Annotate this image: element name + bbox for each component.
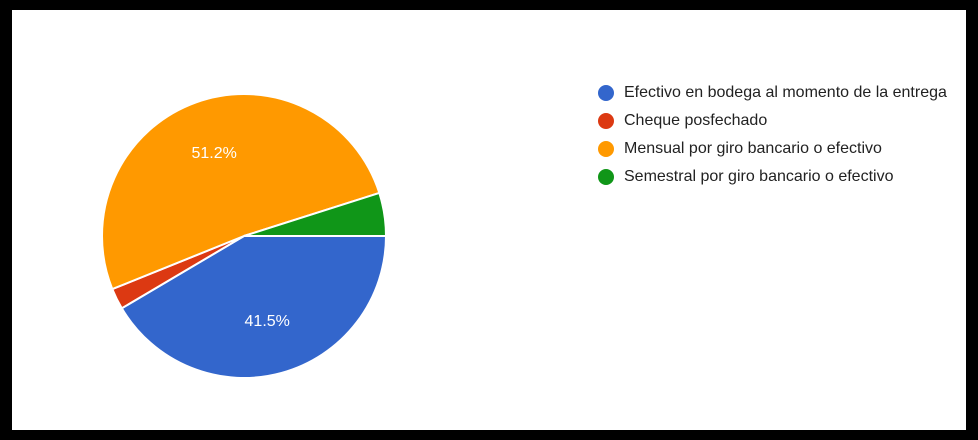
legend-label-mensual: Mensual por giro bancario o efectivo — [624, 140, 882, 157]
pie-slices — [101, 93, 388, 379]
pie-labels: 41.5% 51.2% — [191, 145, 289, 330]
legend-item-efectivo: Efectivo en bodega al momento de la entr… — [598, 82, 958, 104]
legend-item-mensual: Mensual por giro bancario o efectivo — [598, 138, 958, 160]
chart-panel: 41.5% 51.2% Efectivo en bodega al momento… — [12, 10, 966, 430]
pie-chart: 41.5% 51.2% — [101, 93, 388, 379]
pie-slice-mensual — [101, 93, 381, 291]
pie-data-label-efectivo: 41.5% — [245, 313, 290, 330]
pie-slice-efectivo — [120, 235, 388, 379]
chart-legend: Efectivo en bodega al momento de la entr… — [598, 82, 958, 194]
legend-swatch-cheque — [598, 113, 614, 129]
legend-label-semestral: Semestral por giro bancario o efectivo — [624, 168, 894, 185]
pie-data-label-mensual: 51.2% — [191, 145, 236, 162]
legend-swatch-efectivo — [598, 85, 614, 101]
legend-swatch-semestral — [598, 169, 614, 185]
legend-label-efectivo: Efectivo en bodega al momento de la entr… — [624, 84, 947, 101]
legend-swatch-mensual — [598, 141, 614, 157]
pie-slice-semestral — [243, 191, 388, 237]
legend-label-cheque: Cheque posfechado — [624, 112, 768, 129]
legend-item-cheque: Cheque posfechado — [598, 110, 958, 132]
legend-item-semestral: Semestral por giro bancario o efectivo — [598, 166, 958, 188]
